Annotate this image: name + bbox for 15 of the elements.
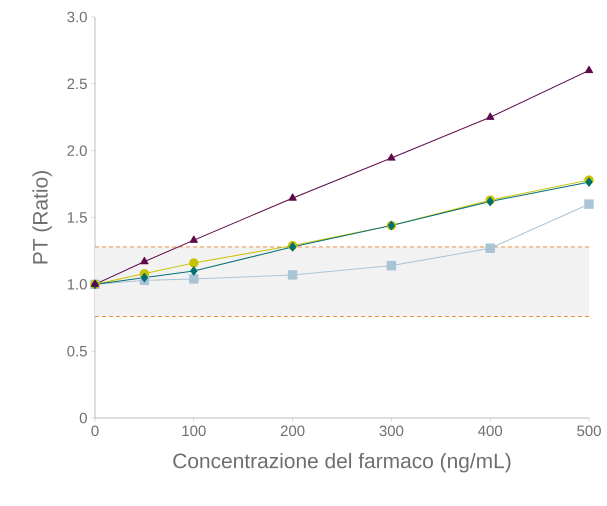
x-tick-label: 0 (91, 426, 99, 436)
y-tick-label: 0 (80, 412, 87, 424)
x-tick-label: 100 (182, 426, 206, 436)
x-tick-label: 200 (280, 426, 304, 436)
x-tick-label: 500 (577, 426, 601, 436)
y-tick-label: 2.5 (67, 78, 87, 90)
x-axis-title: Concentrazione del farmaco (ng/mL) (173, 452, 510, 472)
y-tick-label: 1.5 (68, 212, 87, 223)
y-axis-title: PT (Ratio) (32, 171, 52, 264)
x-tick-label: 400 (478, 426, 502, 436)
y-tick-label: 2.0 (67, 145, 87, 156)
y-tick-label: 0.5 (67, 346, 87, 356)
x-tick-label: 300 (379, 426, 404, 436)
y-tick-label: 1.0 (68, 279, 87, 290)
y-tick-label: 3.0 (67, 12, 87, 22)
